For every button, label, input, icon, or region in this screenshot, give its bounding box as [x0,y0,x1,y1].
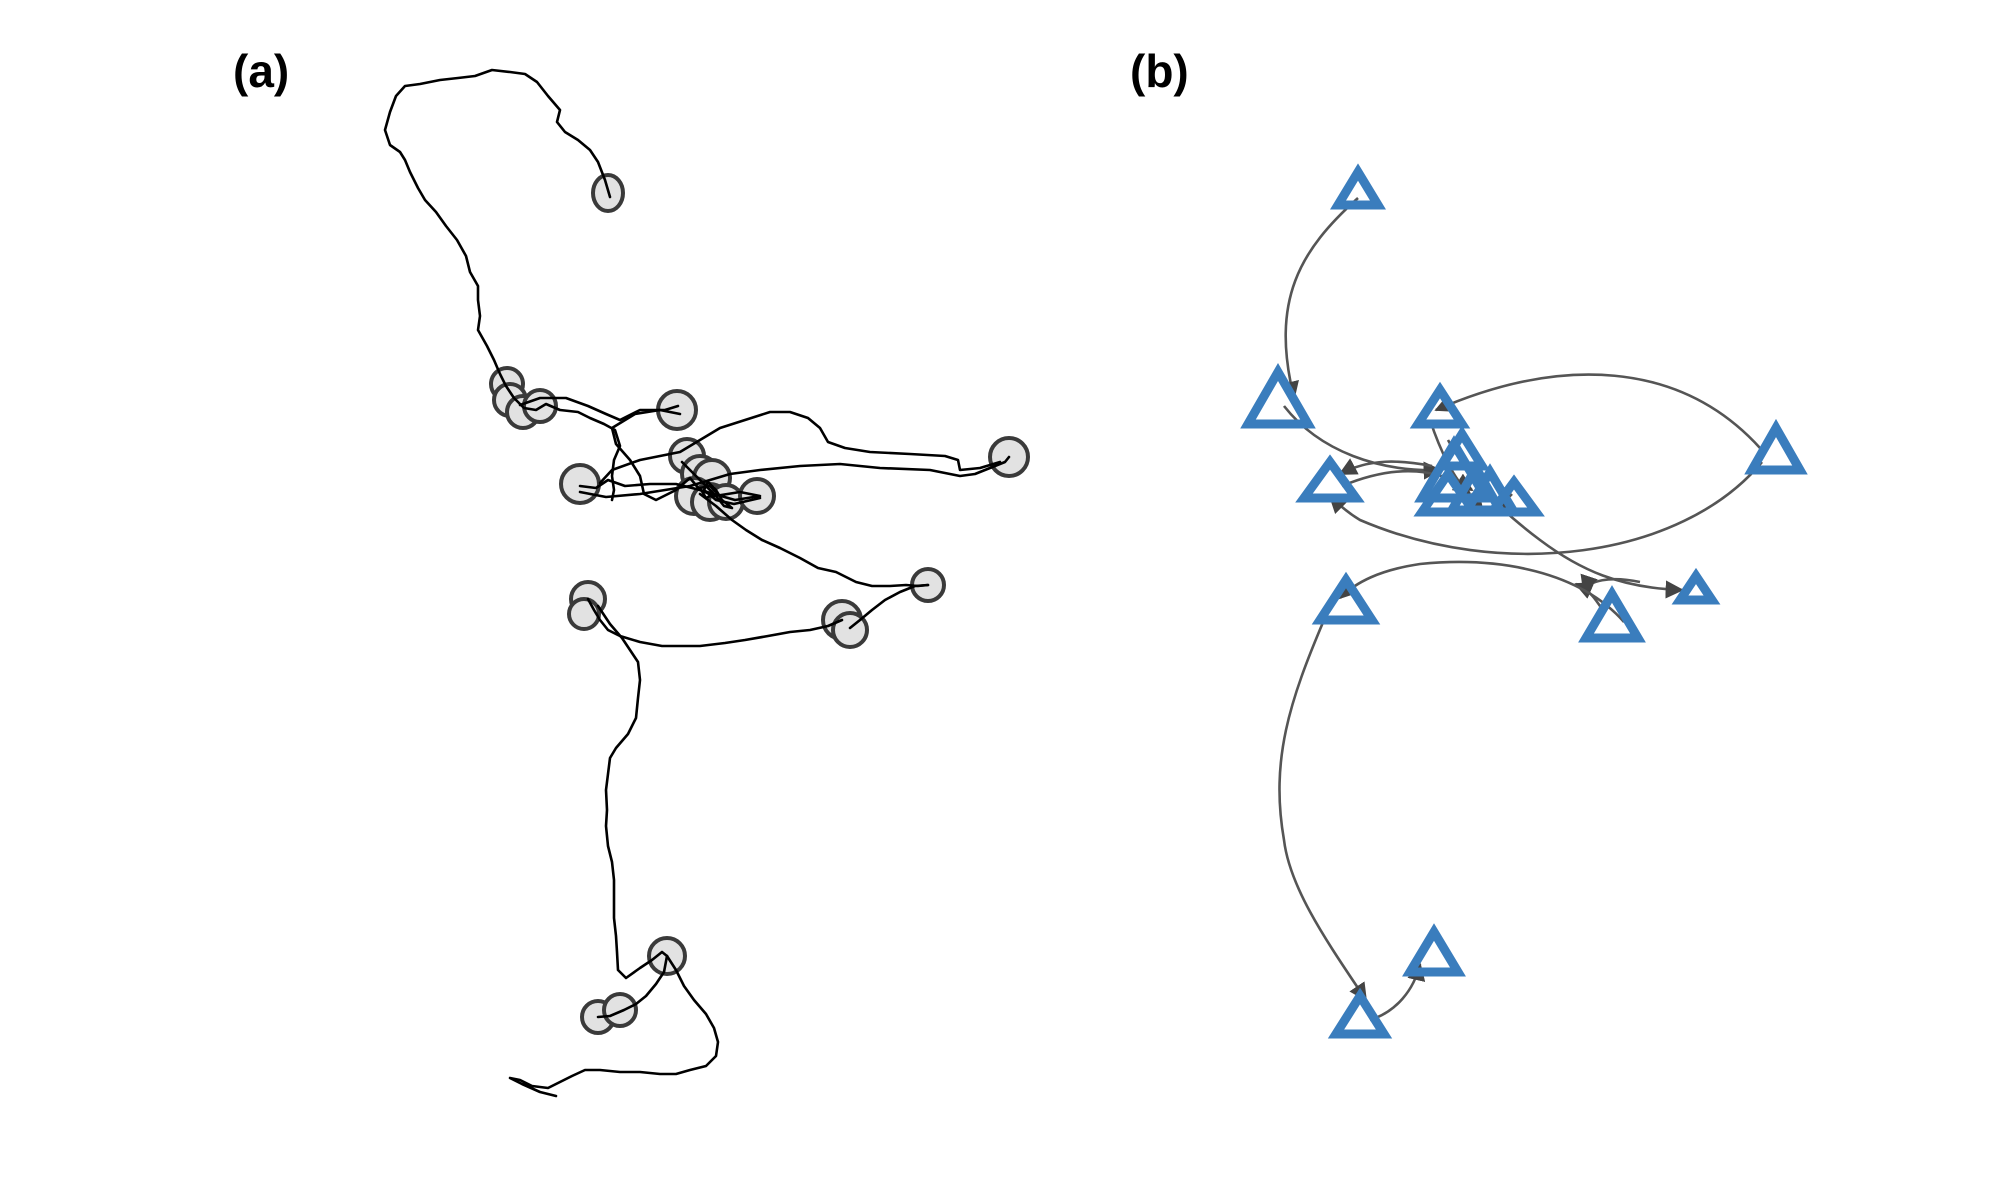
stop-node [1744,418,1808,475]
stop-cluster [559,463,601,505]
track-segment [848,583,930,630]
track-segment [698,492,930,588]
network-edge [1580,573,1641,594]
track-segment [508,954,720,1098]
network-edge [1278,619,1368,1002]
network-edge [1328,461,1763,556]
panel-b-network [1240,163,1808,1039]
track-segment [598,410,1002,485]
network-edge [1338,458,1433,476]
network-nodes [1240,163,1808,1039]
stop-cluster [602,992,638,1028]
stop-node [1402,923,1466,977]
stop-node [1330,163,1386,210]
movement-track [383,68,1011,1098]
stop-node [1327,987,1393,1039]
stop-node [1483,474,1545,517]
panel-a-label: (a) [233,45,290,97]
stop-clusters [489,173,1030,1035]
track-segment [596,604,669,980]
stop-node [1578,585,1646,643]
track-segment [698,484,722,500]
network-edge [1434,373,1761,449]
stop-node [1240,362,1316,429]
stop-cluster [567,597,601,631]
stop-node [1295,454,1365,503]
network-edge [1338,560,1625,623]
panel-a-trajectory [383,68,1030,1098]
stop-node [1413,466,1483,517]
track-segment [596,954,669,1019]
stop-node [1409,381,1471,429]
track-segment [578,455,1011,499]
network-edge [1281,197,1359,400]
stop-node [1671,567,1721,605]
track-segment [586,597,844,648]
network-edges [1278,197,1763,1022]
panel-b-label: (b) [1130,45,1189,97]
track-segment [383,68,622,502]
stop-node [1311,571,1381,625]
